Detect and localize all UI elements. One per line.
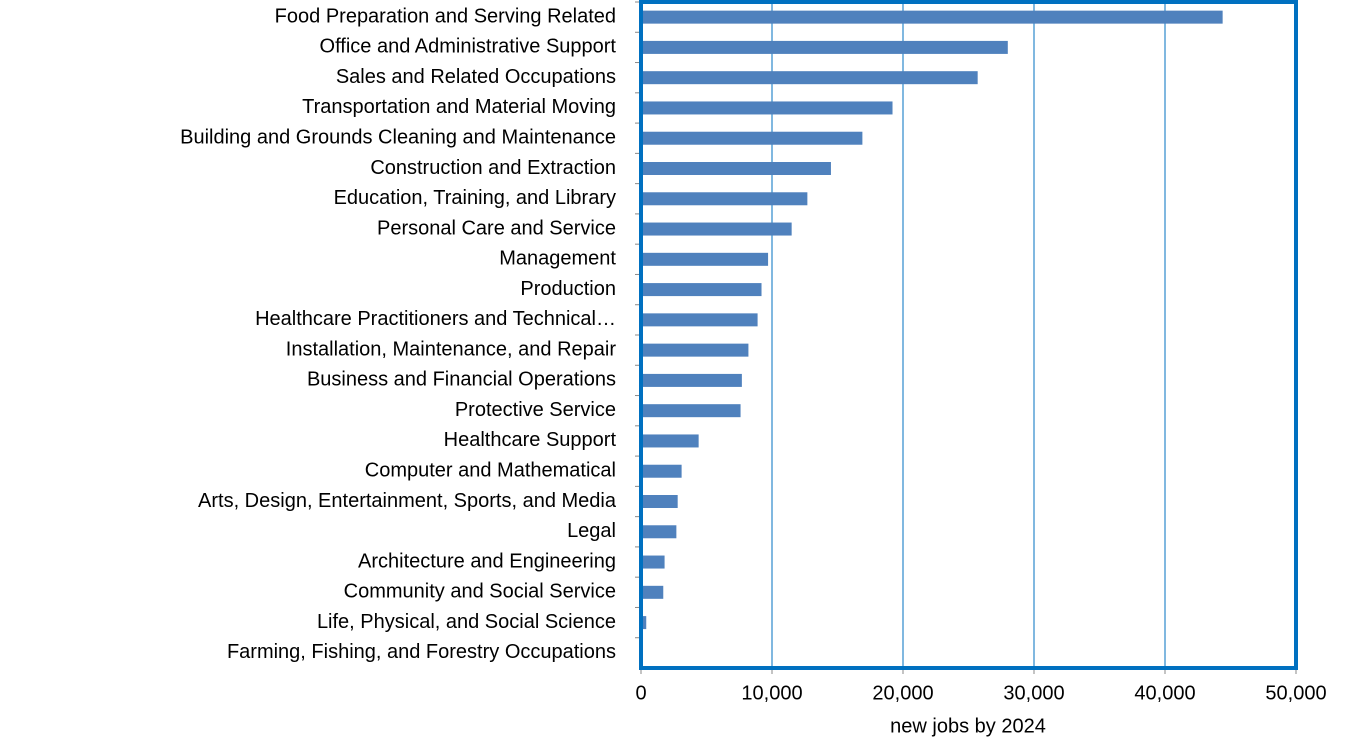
y-tick-label: Sales and Related Occupations	[336, 66, 616, 88]
bar	[641, 40, 1008, 54]
y-tick-label: Construction and Extraction	[370, 157, 616, 179]
y-tick-label: Healthcare Practitioners and Technical…	[255, 308, 616, 330]
bar	[641, 101, 893, 115]
y-tick-label: Architecture and Engineering	[358, 550, 616, 572]
y-tick-label: Healthcare Support	[444, 429, 617, 451]
y-tick-label: Management	[499, 248, 616, 270]
y-tick-label: Community and Social Service	[344, 581, 616, 603]
bar	[641, 313, 758, 327]
y-tick-label: Personal Care and Service	[377, 217, 616, 239]
bar	[641, 434, 699, 448]
bar	[641, 616, 647, 630]
bar	[641, 71, 978, 85]
bar	[641, 464, 682, 478]
bar	[641, 343, 749, 357]
y-tick-label: Building and Grounds Cleaning and Mainte…	[180, 127, 616, 149]
y-tick-label: Food Preparation and Serving Related	[275, 5, 616, 27]
bar	[641, 283, 762, 297]
x-tick-label: 50,000	[1265, 682, 1326, 704]
y-tick-label: Computer and Mathematical	[365, 460, 616, 482]
bar	[641, 495, 678, 508]
x-tick-label: 10,000	[741, 682, 802, 704]
y-tick-label: Transportation and Material Moving	[302, 96, 616, 118]
y-tick-label: Legal	[567, 520, 616, 542]
y-tick-label: Installation, Maintenance, and Repair	[286, 338, 617, 360]
y-tick-label: Life, Physical, and Social Science	[317, 611, 616, 633]
bar	[641, 222, 792, 236]
x-tick-label: 20,000	[872, 682, 933, 704]
x-tick-label: 0	[635, 682, 646, 704]
bar	[641, 162, 831, 175]
x-tick-label: 40,000	[1134, 682, 1195, 704]
bar	[641, 555, 665, 569]
x-axis-label: new jobs by 2024	[890, 715, 1046, 737]
bar	[641, 252, 769, 266]
bar	[641, 585, 664, 599]
y-tick-label: Protective Service	[455, 399, 616, 421]
x-tick-label: 30,000	[1003, 682, 1064, 704]
y-tick-label: Arts, Design, Entertainment, Sports, and…	[198, 490, 617, 512]
y-tick-label: Farming, Fishing, and Forestry Occupatio…	[227, 641, 616, 663]
plot-frame	[639, 0, 1298, 670]
bar	[641, 373, 742, 387]
y-tick-label: Business and Financial Operations	[307, 369, 616, 391]
y-tick-label: Office and Administrative Support	[320, 36, 617, 58]
bar	[641, 404, 741, 418]
bar	[641, 10, 1223, 24]
bar	[641, 525, 677, 539]
y-tick-label: Production	[520, 278, 616, 300]
bar	[641, 192, 808, 206]
bar	[641, 131, 863, 145]
y-tick-label: Education, Training, and Library	[334, 187, 616, 209]
